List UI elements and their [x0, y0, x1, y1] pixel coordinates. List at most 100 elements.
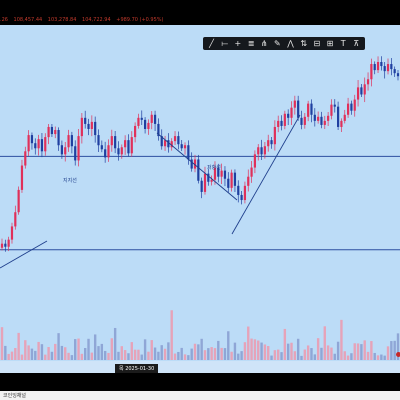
volume-bar [34, 350, 37, 360]
pattern-icon[interactable]: ⋀ [287, 38, 294, 48]
volume-bar [37, 341, 40, 360]
range-icon[interactable]: ⊟ [313, 38, 321, 48]
candle-body [307, 103, 310, 117]
candle-body [193, 159, 197, 169]
volume-bar [350, 353, 353, 360]
text-icon[interactable]: T [340, 38, 346, 48]
volume-bar [47, 347, 50, 360]
volume-bar [187, 355, 190, 360]
trendline-uptrend [231, 114, 301, 235]
long-position-icon[interactable]: ⇅ [300, 38, 308, 48]
candle-body [200, 180, 203, 192]
volume-bar [93, 334, 97, 360]
diagonal-line-icon[interactable]: ╱ [209, 38, 214, 48]
candle-body [356, 87, 360, 100]
ohlc-readout: .26 108,457.44 103,278.84 104,722.94 +98… [0, 17, 168, 23]
volume-bar [237, 353, 240, 360]
candle-body [14, 212, 17, 227]
candle-body [320, 116, 323, 125]
volume-bar [143, 339, 147, 360]
candle-body [290, 107, 293, 118]
candle-body [0, 243, 4, 248]
volume-bar [280, 352, 283, 360]
volume-bar [286, 343, 290, 360]
volume-bar [140, 354, 143, 360]
candle-body [190, 159, 193, 169]
pitchfork-icon[interactable]: ⋔ [260, 38, 268, 48]
candle-body [386, 64, 390, 72]
candle-body [183, 145, 187, 149]
volume-bar [57, 333, 60, 360]
volume-bar [336, 341, 340, 360]
ohlc-value-3: 104,722.94 [82, 17, 111, 23]
volume-bar [310, 348, 313, 360]
candle-body [157, 123, 160, 137]
volume-bar [313, 354, 317, 360]
footer-bar: 코인잉채널 [0, 391, 400, 400]
volume-bar [283, 328, 287, 360]
candle-body [94, 121, 97, 136]
resistance-label: 저항선 [207, 164, 221, 171]
volume-bar [363, 340, 366, 360]
fib-retracement-icon[interactable]: ≣ [247, 38, 255, 48]
candle-body [350, 103, 353, 111]
candle-body [140, 117, 143, 120]
volume-bar [137, 349, 140, 360]
volume-bar [150, 340, 153, 360]
volume-bar [240, 351, 243, 360]
date-range-icon[interactable]: ⊞ [326, 38, 334, 48]
candle-body [64, 147, 67, 155]
volume-bar [83, 348, 87, 360]
candle-body [273, 126, 276, 145]
candle-body [287, 113, 290, 118]
trendline-support [0, 240, 48, 269]
ohlc-value-2: 103,278.84 [47, 17, 77, 23]
brush-icon[interactable]: ✎ [274, 38, 281, 48]
volume-bar [54, 343, 57, 360]
candle-body [120, 147, 123, 155]
candle-body [130, 137, 133, 154]
horizontal-ray-icon[interactable]: ⟝ [221, 38, 229, 48]
volume-bar [107, 352, 110, 360]
volume-bar [217, 340, 220, 360]
candle-body [67, 135, 70, 148]
volume-bar [190, 348, 193, 360]
plus-icon[interactable]: + [234, 38, 242, 48]
footer-channel-name: 코인잉채널 [3, 393, 27, 399]
candle-body [74, 146, 77, 161]
candle-body [44, 137, 47, 152]
candle-body [124, 140, 127, 148]
candle-body [393, 69, 396, 74]
ohlc-value-0: .26 [0, 17, 8, 23]
candle-body [160, 136, 163, 147]
volume-bar [227, 331, 230, 360]
volume-bar [386, 346, 390, 360]
candle-body [317, 116, 320, 121]
volume-bar [60, 345, 64, 360]
volume-bar [70, 355, 74, 360]
volume-bar [177, 351, 180, 360]
candle-body [137, 117, 140, 126]
volume-bar [396, 333, 400, 360]
volume-bar [14, 348, 17, 360]
volume-bar [87, 338, 90, 360]
volume-bar [366, 351, 370, 360]
candle-body [227, 178, 230, 188]
time-axis [0, 361, 400, 373]
candle-body [293, 100, 296, 108]
volume-bar [220, 347, 223, 360]
candle-body [267, 140, 270, 147]
candle-body [340, 120, 343, 127]
volume-bar [64, 347, 67, 360]
candle-body [87, 123, 90, 129]
volume-bar [44, 354, 47, 360]
drawing-toolbar: ╱ ⟝ + ≣ ⋔ ✎ ⋀ ⇅ ⊟ ⊞ T ⊼ [203, 37, 365, 50]
pin-icon[interactable]: ⊼ [353, 38, 360, 48]
volume-bar [120, 346, 123, 360]
volume-bar [270, 355, 273, 360]
candle-body [373, 64, 376, 71]
candle-body [77, 136, 80, 161]
candle-body [117, 148, 120, 155]
candle-body [107, 145, 110, 158]
